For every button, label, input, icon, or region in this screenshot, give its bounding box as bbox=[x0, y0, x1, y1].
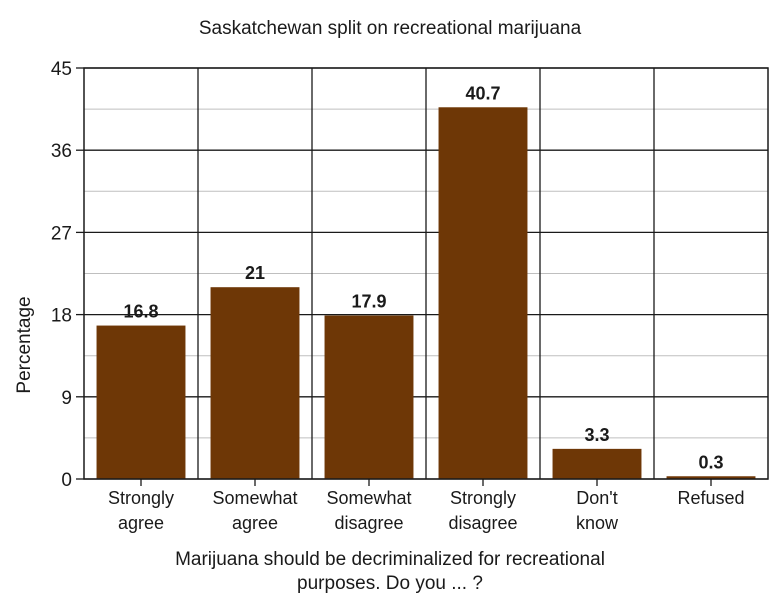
category-label: Somewhat bbox=[212, 488, 297, 508]
category-label: Don't bbox=[576, 488, 617, 508]
category-label: disagree bbox=[448, 513, 517, 533]
bars-layer bbox=[96, 107, 756, 480]
data-label: 21 bbox=[245, 263, 265, 283]
bar bbox=[552, 448, 642, 479]
bar bbox=[96, 325, 186, 479]
data-label: 3.3 bbox=[584, 425, 609, 445]
bar bbox=[438, 107, 528, 480]
category-label: Strongly bbox=[108, 488, 174, 508]
x-axis-label: Marijuana should be decriminalized for r… bbox=[175, 549, 605, 594]
grid-layer bbox=[84, 67, 768, 480]
y-tick-label: 36 bbox=[51, 141, 72, 162]
category-label: Refused bbox=[677, 488, 744, 508]
x-axis-label-line: Marijuana should be decriminalized for r… bbox=[175, 549, 605, 570]
bar bbox=[210, 287, 300, 479]
y-axis-ticks: 0 9 18 27 36 45 bbox=[51, 59, 84, 491]
plot-frame bbox=[83, 67, 769, 480]
x-axis-label-line: purposes. Do you ... ? bbox=[297, 573, 483, 594]
data-labels: 16.8 21 17.9 40.7 3.3 0.3 bbox=[123, 83, 723, 472]
y-tick-label: 0 bbox=[61, 470, 72, 491]
category-label: agree bbox=[118, 513, 164, 533]
category-label: disagree bbox=[334, 513, 403, 533]
category-label: Strongly bbox=[450, 488, 516, 508]
x-axis-categories: Strongly agree Somewhat agree Somewhat disagr… bbox=[108, 479, 745, 533]
category-label: Somewhat bbox=[326, 488, 411, 508]
chart-title: Saskatchewan split on recreational marij… bbox=[199, 18, 582, 39]
y-axis-label: Percentage bbox=[14, 296, 35, 393]
bar bbox=[666, 476, 756, 479]
data-label: 40.7 bbox=[465, 83, 500, 103]
data-label: 16.8 bbox=[123, 302, 158, 322]
y-tick-label: 45 bbox=[51, 59, 72, 80]
y-tick-label: 18 bbox=[51, 306, 72, 327]
bar bbox=[324, 315, 414, 479]
y-tick-label: 27 bbox=[51, 223, 72, 244]
y-tick-label: 9 bbox=[61, 388, 72, 409]
data-label: 17.9 bbox=[351, 292, 386, 312]
category-label: agree bbox=[232, 513, 278, 533]
data-label: 0.3 bbox=[698, 452, 723, 472]
category-label: know bbox=[576, 513, 619, 533]
plot-border bbox=[83, 67, 769, 480]
